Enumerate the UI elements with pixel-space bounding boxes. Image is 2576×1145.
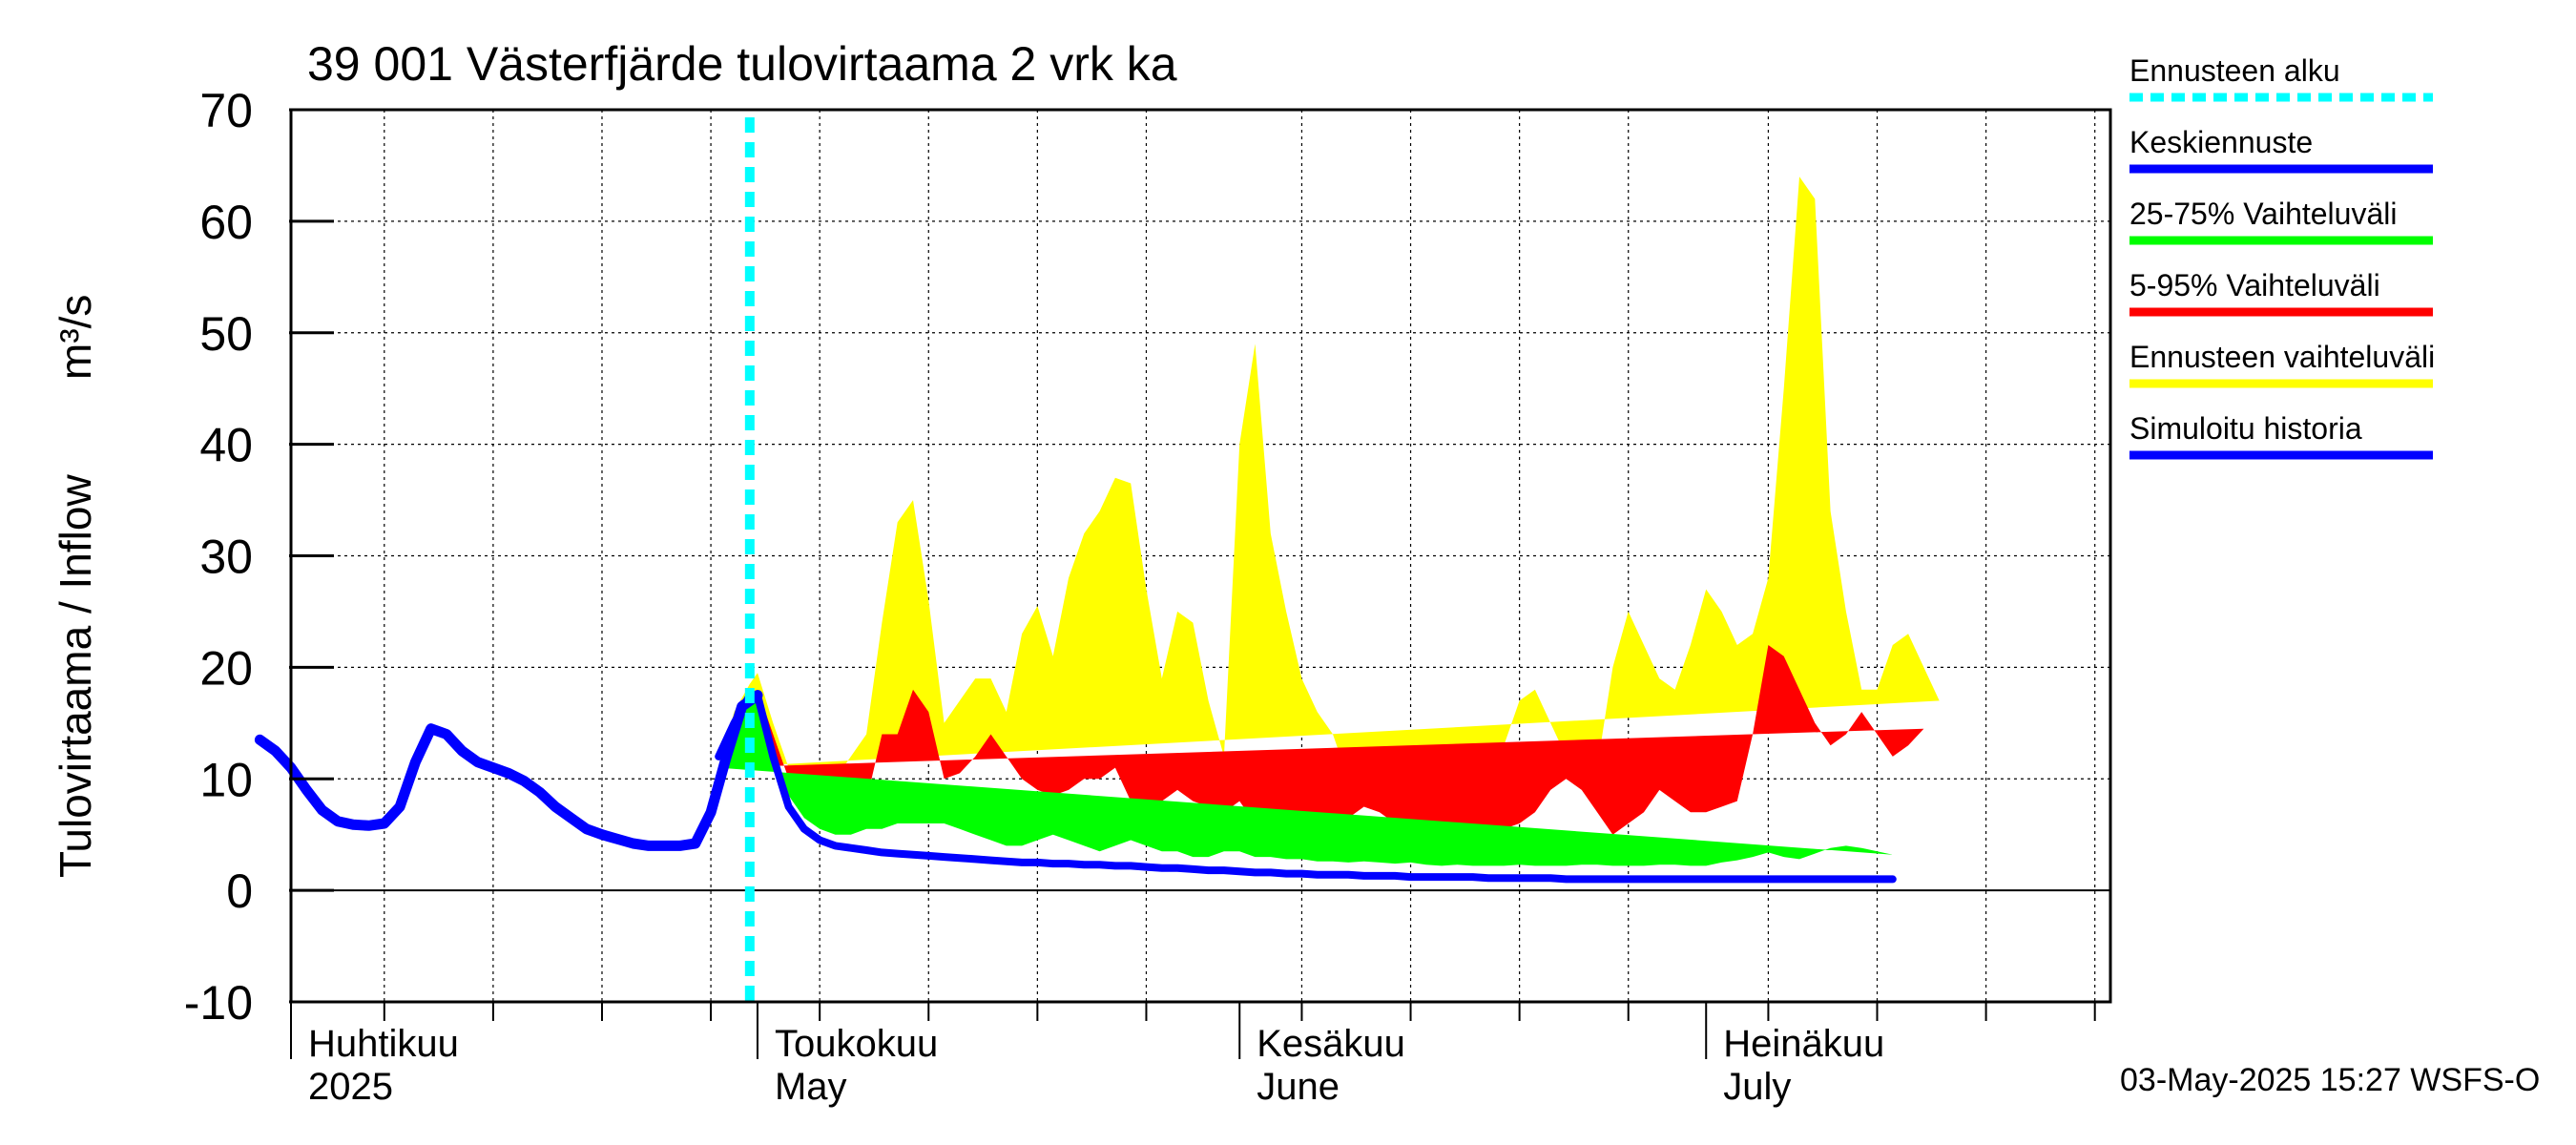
y-tick-label: -10 [184,976,253,1030]
legend-label: Simuloitu historia [2129,411,2362,446]
y-tick-label: 40 [199,419,253,472]
y-tick-label: 30 [199,531,253,584]
y-tick-label: 0 [226,864,253,918]
footer-timestamp: 03-May-2025 15:27 WSFS-O [2120,1062,2540,1098]
forecast-bands [718,177,1940,866]
y-axis-unit: m³/s [51,295,100,380]
x-month-label: Toukokuu [775,1023,938,1065]
x-month-sublabel: May [775,1066,847,1108]
y-tick-label: 60 [199,196,253,249]
y-axis-label-group: Tulovirtaama / Inflow m³/s [51,295,100,878]
legend-label: 5-95% Vaihteluväli [2129,268,2380,302]
legend-label: Ennusteen vaihteluväli [2129,340,2435,374]
y-tick-label: 70 [199,84,253,137]
plot-frame [289,108,2112,1004]
legend: Ennusteen alku Keskiennuste 25-75% Vaihtel… [2129,53,2435,460]
x-month-sublabel: 2025 [308,1066,393,1108]
x-month-sublabel: July [1723,1066,1791,1108]
band-5-95 [718,645,1924,846]
band-25-75 [718,700,1893,866]
legend-label: Keskiennuste [2129,125,2313,159]
x-month-sublabel: June [1257,1066,1340,1108]
band-ensemble-range [718,177,1940,813]
legend-label: 25-75% Vaihteluväli [2129,197,2397,231]
x-month-label: Heinäkuu [1723,1023,1884,1065]
history-line [254,690,763,851]
y-tick-label: 50 [199,307,253,361]
median-line [715,691,1897,884]
x-month-label: Kesäkuu [1257,1023,1405,1065]
legend-label: Ennusteen alku [2129,53,2340,88]
y-tick-label: 10 [199,753,253,806]
y-axis-label: Tulovirtaama / Inflow [51,474,100,878]
x-month-label: Huhtikuu [308,1023,459,1065]
y-tick-label: 20 [199,641,253,695]
series-lines [254,117,1897,1002]
chart-title: 39 001 Västerfjärde tulovirtaama 2 vrk k… [307,37,1177,91]
